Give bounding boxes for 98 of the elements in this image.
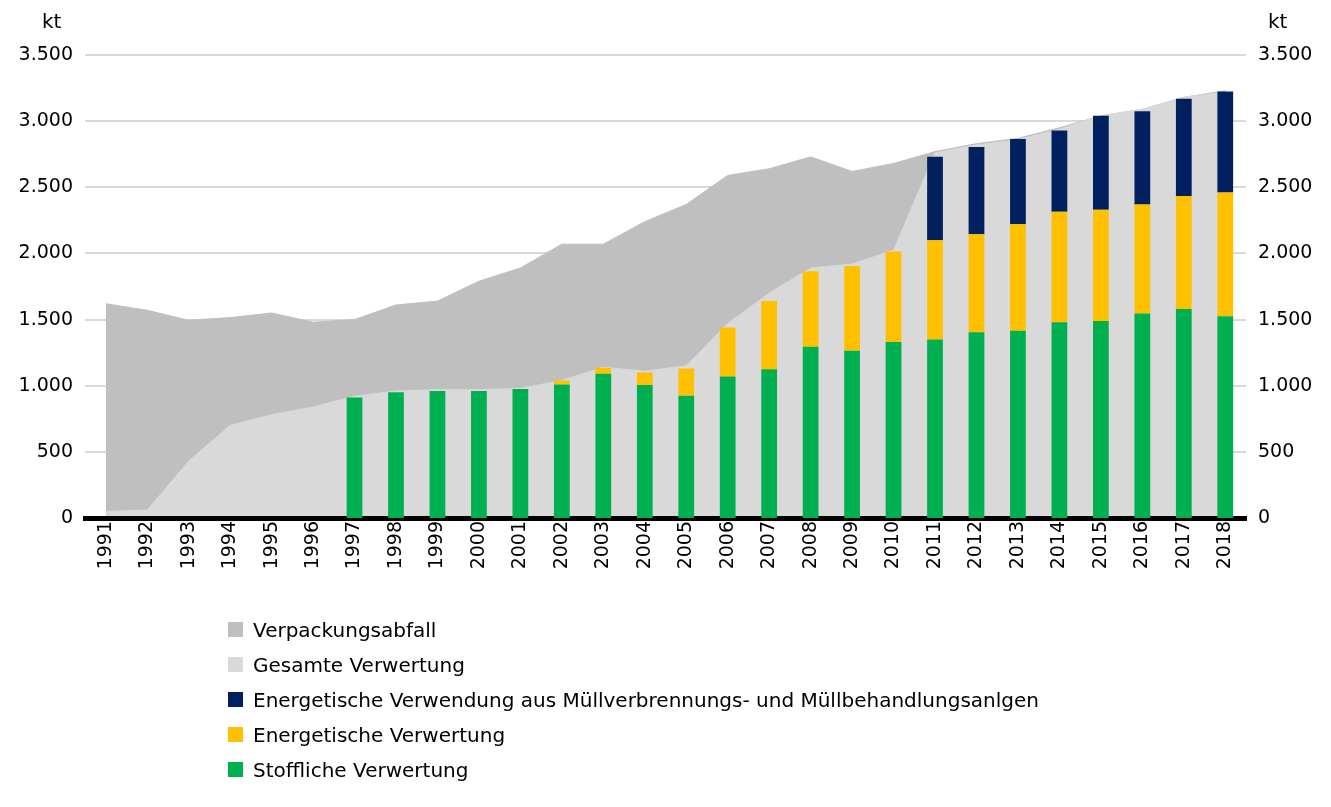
bar (1010, 139, 1026, 225)
x-tick-label: 2009 (839, 521, 862, 570)
bar (968, 332, 985, 518)
bar (678, 395, 695, 518)
bar (1217, 192, 1234, 317)
bar (1175, 308, 1192, 518)
legend-label: Energetische Verwertung (253, 722, 506, 747)
bar (1051, 211, 1068, 323)
bar (844, 350, 860, 518)
y-tick-label: 1.500 (18, 306, 73, 329)
x-tick-label: 2002 (548, 521, 571, 570)
bar (802, 271, 819, 347)
legend-label: Gesamte Verwertung (253, 652, 465, 677)
x-tick-label: 1993 (175, 521, 198, 570)
x-tick-label: 1991 (92, 521, 115, 570)
x-tick-label: 1996 (299, 521, 322, 570)
y2-tick-label: 3.000 (1258, 108, 1313, 131)
bar (844, 266, 860, 351)
bar (512, 389, 529, 518)
bar (1093, 209, 1109, 321)
bar (595, 373, 612, 518)
x-tick-label: 2003 (590, 521, 613, 570)
x-tick-label: 2004 (631, 521, 654, 570)
y2-tick-label: 2.000 (1258, 240, 1313, 263)
x-tick-label: 2008 (797, 521, 820, 570)
y-tick-label: 500 (36, 438, 73, 461)
bar (1175, 98, 1192, 196)
y-tick-label: 2.000 (18, 240, 73, 263)
legend-label: Verpackungsabfall (253, 617, 437, 642)
bar (927, 240, 943, 340)
bar (885, 342, 902, 518)
y-tick-label: 1.000 (18, 372, 73, 395)
y-axis-title: kt (42, 9, 62, 34)
bar (1051, 322, 1068, 518)
bar (1093, 320, 1109, 518)
x-tick-label: 1999 (424, 521, 447, 570)
x-tick-label: 2012 (963, 521, 986, 570)
bar (388, 392, 404, 518)
bar (1175, 195, 1192, 309)
y2-tick-label: 1.000 (1258, 372, 1313, 395)
bar (1134, 111, 1151, 205)
bar (553, 380, 570, 385)
x-tick-label: 2016 (1129, 521, 1152, 570)
bar (429, 391, 446, 518)
legend-label: Energetische Verwendung aus Müllverbrennungs- und Müllbehandlungsanlgen (253, 687, 1039, 712)
bar (553, 384, 570, 518)
x-tick-label: 2000 (465, 521, 488, 570)
x-tick-label: 2014 (1046, 521, 1069, 570)
y2-tick-label: 3.500 (1258, 41, 1313, 64)
x-tick-label: 1995 (258, 521, 281, 570)
bar (968, 234, 985, 333)
y-tick-label: 0 (60, 504, 73, 527)
bar (471, 391, 487, 518)
bar (636, 372, 653, 386)
x-tick-label: 2015 (1087, 521, 1110, 570)
bar (719, 376, 736, 518)
bar (636, 385, 653, 518)
bar (1217, 91, 1234, 193)
bar (1093, 115, 1109, 210)
bar (1010, 330, 1026, 518)
bar (1134, 313, 1151, 518)
bar (968, 146, 985, 235)
x-tick-label: 1997 (341, 521, 364, 570)
bar (678, 368, 695, 396)
bar (927, 156, 943, 241)
x-tick-label: 1992 (134, 521, 157, 570)
bar (595, 367, 612, 374)
y-tick-label: 3.000 (18, 108, 73, 131)
bar (885, 251, 902, 343)
x-tick-label: 2010 (880, 521, 903, 570)
y-tick-label: 3.500 (18, 41, 73, 64)
bar (719, 327, 736, 377)
bar (802, 346, 819, 518)
bar (1217, 316, 1234, 518)
bar (1134, 204, 1151, 314)
y2-tick-label: 0 (1258, 504, 1271, 527)
x-tick-label: 1994 (217, 521, 240, 570)
bar (1051, 130, 1068, 212)
x-tick-label: 1998 (382, 521, 405, 570)
x-tick-label: 2006 (714, 521, 737, 570)
bar (346, 397, 363, 518)
bar (761, 369, 778, 518)
x-tick-label: 2001 (507, 521, 530, 570)
y2-tick-label: 1.500 (1258, 306, 1313, 329)
x-tick-label: 2013 (1004, 521, 1027, 570)
bar (761, 301, 778, 370)
x-tick-label: 2017 (1170, 521, 1193, 570)
bar (927, 339, 943, 518)
y2-tick-label: 2.500 (1258, 174, 1313, 197)
x-tick-label: 2018 (1212, 521, 1235, 570)
y-tick-label: 2.500 (18, 174, 73, 197)
bar (1010, 224, 1026, 331)
y2-tick-label: 500 (1258, 438, 1295, 461)
x-tick-label: 2011 (921, 521, 944, 570)
y2-axis-title: kt (1268, 9, 1288, 34)
x-tick-label: 2005 (673, 521, 696, 570)
x-tick-label: 2007 (756, 521, 779, 570)
legend-label: Stoffliche Verwertung (253, 757, 469, 782)
